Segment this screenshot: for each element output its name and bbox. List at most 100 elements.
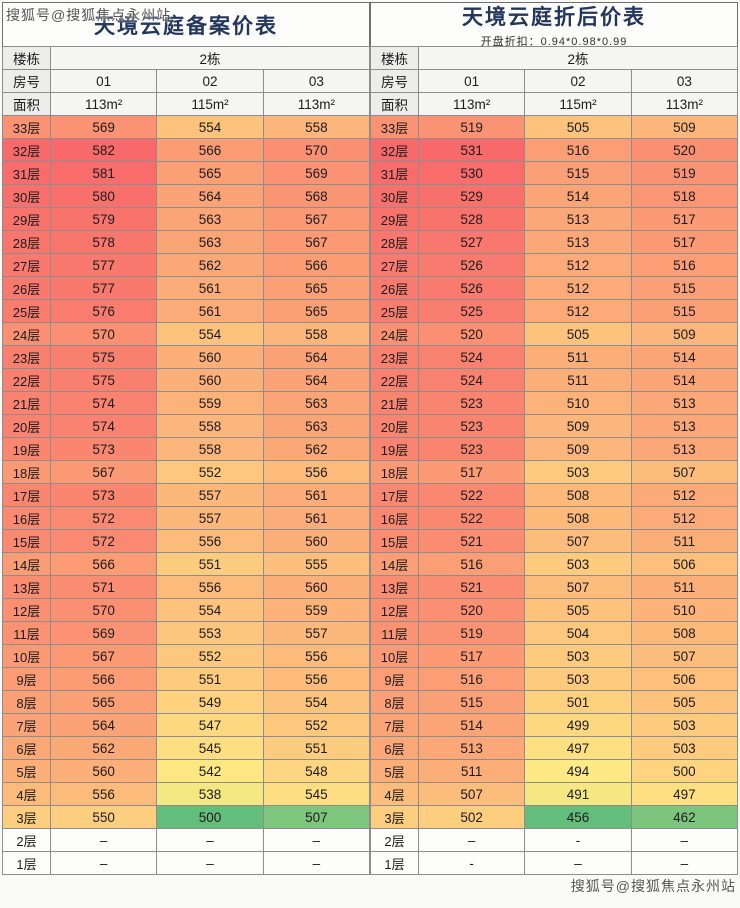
price-cell: 568 bbox=[262, 184, 371, 208]
floor-label-cell: 2层 bbox=[2, 828, 51, 852]
price-cell: 521 bbox=[417, 575, 526, 599]
floor-label-cell: 19层 bbox=[2, 437, 51, 461]
table-row: 18层 567 552 556 bbox=[2, 460, 371, 484]
table-row: 21层 574 559 563 bbox=[2, 391, 371, 415]
table-row: 1层 - – – bbox=[370, 851, 739, 875]
price-cell: 560 bbox=[49, 759, 158, 783]
price-cell: 507 bbox=[524, 575, 632, 599]
price-cell: 513 bbox=[524, 207, 632, 231]
price-cell: 508 bbox=[524, 483, 632, 507]
price-cell: 530 bbox=[417, 161, 526, 185]
price-cell: – bbox=[49, 828, 158, 852]
price-cell: 507 bbox=[630, 460, 739, 484]
price-cell: 565 bbox=[49, 690, 158, 714]
price-cell: 526 bbox=[417, 253, 526, 277]
price-cell: 556 bbox=[49, 782, 158, 806]
recorded-price-table: 天境云庭备案价表 楼栋 2栋 房号 01 02 03 面积 113m² 115m… bbox=[2, 2, 371, 875]
price-cell: 517 bbox=[417, 460, 526, 484]
floor-label-cell: 4层 bbox=[2, 782, 51, 806]
table-row: 11层 569 553 557 bbox=[2, 621, 371, 645]
price-cell: 574 bbox=[49, 391, 158, 415]
price-cell: 577 bbox=[49, 253, 158, 277]
price-cell: 504 bbox=[524, 621, 632, 645]
price-cell: 561 bbox=[262, 483, 371, 507]
table-row: 15层 572 556 560 bbox=[2, 529, 371, 553]
table-row: 10层 517 503 507 bbox=[370, 644, 739, 668]
price-cell: 570 bbox=[262, 138, 371, 162]
table-row: 31层 581 565 569 bbox=[2, 161, 371, 185]
price-cell: 505 bbox=[524, 598, 632, 622]
table-row: 14层 516 503 506 bbox=[370, 552, 739, 576]
price-cell: 511 bbox=[630, 575, 739, 599]
table-row: 23层 524 511 514 bbox=[370, 345, 739, 369]
price-cell: 579 bbox=[49, 207, 158, 231]
floor-label-cell: 13层 bbox=[370, 575, 419, 599]
price-cell: 567 bbox=[262, 230, 371, 254]
table-row: 6层 562 545 551 bbox=[2, 736, 371, 760]
watermark-bottom-right: 搜狐号@搜狐焦点永州站 bbox=[570, 878, 736, 894]
price-cell: 553 bbox=[156, 621, 264, 645]
price-cell: 554 bbox=[262, 690, 371, 714]
table-row: 30层 529 514 518 bbox=[370, 184, 739, 208]
room-number-cell: 03 bbox=[630, 69, 739, 93]
table-row: 26层 526 512 515 bbox=[370, 276, 739, 300]
price-cell: 512 bbox=[524, 253, 632, 277]
price-cell: 531 bbox=[417, 138, 526, 162]
floor-label-cell: 10层 bbox=[2, 644, 51, 668]
price-cell: 510 bbox=[524, 391, 632, 415]
price-cell: 520 bbox=[417, 322, 526, 346]
price-cell: 503 bbox=[524, 644, 632, 668]
price-cell: 552 bbox=[262, 713, 371, 737]
price-cell: 562 bbox=[49, 736, 158, 760]
floor-label-cell: 32层 bbox=[2, 138, 51, 162]
table-row: 28层 578 563 567 bbox=[2, 230, 371, 254]
price-cell: 513 bbox=[630, 414, 739, 438]
floor-label-cell: 24层 bbox=[370, 322, 419, 346]
floor-label-cell: 15层 bbox=[2, 529, 51, 553]
table-row: 24层 520 505 509 bbox=[370, 322, 739, 346]
floor-label-cell: 31层 bbox=[370, 161, 419, 185]
floor-label-cell: 25层 bbox=[2, 299, 51, 323]
price-cell: 514 bbox=[630, 345, 739, 369]
price-cell: 505 bbox=[524, 322, 632, 346]
table-row: 13层 521 507 511 bbox=[370, 575, 739, 599]
price-cell: 524 bbox=[417, 345, 526, 369]
room-number-cell: 03 bbox=[262, 69, 371, 93]
price-cell: 506 bbox=[630, 667, 739, 691]
price-cell: 501 bbox=[524, 690, 632, 714]
price-cell: 514 bbox=[417, 713, 526, 737]
price-cell: 500 bbox=[156, 805, 264, 829]
table-row: 20层 523 509 513 bbox=[370, 414, 739, 438]
floor-label-cell: 29层 bbox=[370, 207, 419, 231]
floor-label-cell: 12层 bbox=[2, 598, 51, 622]
price-cell: 567 bbox=[49, 460, 158, 484]
price-cell: 512 bbox=[524, 299, 632, 323]
floor-label-cell: 28层 bbox=[370, 230, 419, 254]
floor-label-cell: 19层 bbox=[370, 437, 419, 461]
area-row: 面积 113m² 115m² 113m² bbox=[2, 92, 371, 116]
tables-container: 天境云庭备案价表 楼栋 2栋 房号 01 02 03 面积 113m² 115m… bbox=[2, 2, 739, 875]
floor-label-cell: 15层 bbox=[370, 529, 419, 553]
price-cell: 569 bbox=[49, 621, 158, 645]
table-row: 32层 531 516 520 bbox=[370, 138, 739, 162]
area-value-cell: 113m² bbox=[49, 92, 158, 116]
area-row: 面积 113m² 115m² 113m² bbox=[370, 92, 739, 116]
price-cell: 513 bbox=[630, 391, 739, 415]
table-row: 3层 550 500 507 bbox=[2, 805, 371, 829]
price-cell: 548 bbox=[262, 759, 371, 783]
price-cell: 456 bbox=[524, 805, 632, 829]
table-row: 21层 523 510 513 bbox=[370, 391, 739, 415]
room-number-cell: 01 bbox=[417, 69, 526, 93]
floor-label-cell: 5层 bbox=[2, 759, 51, 783]
floor-label-cell: 25层 bbox=[370, 299, 419, 323]
floor-label-cell: 17层 bbox=[370, 483, 419, 507]
floor-label-cell: 13层 bbox=[2, 575, 51, 599]
floor-label-cell: 16层 bbox=[370, 506, 419, 530]
price-cell: 574 bbox=[49, 414, 158, 438]
price-cell: 573 bbox=[49, 437, 158, 461]
price-cell: 557 bbox=[156, 483, 264, 507]
table-row: 7层 514 499 503 bbox=[370, 713, 739, 737]
price-cell: 566 bbox=[49, 667, 158, 691]
price-cell: 545 bbox=[262, 782, 371, 806]
price-cell: 511 bbox=[524, 368, 632, 392]
